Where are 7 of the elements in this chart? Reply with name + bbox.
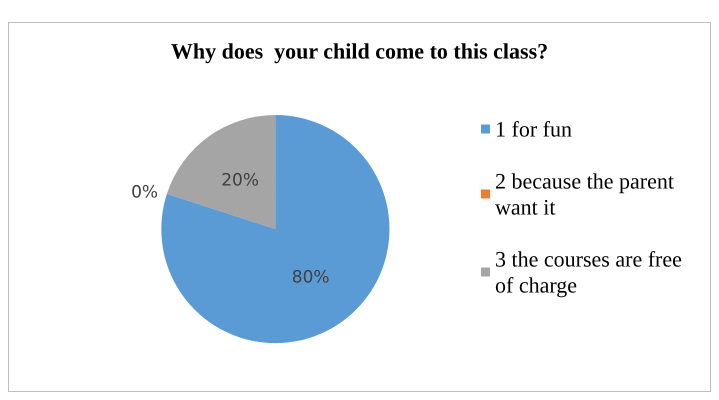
chart-title: Why does your child come to this class? bbox=[170, 38, 548, 64]
legend-label: 2 because the parent want it bbox=[495, 168, 680, 220]
text: 0% bbox=[131, 182, 158, 203]
data-label: 20% bbox=[221, 170, 259, 191]
legend-label: 3 the courses are free of charge bbox=[495, 246, 688, 298]
data-label: 80% bbox=[292, 268, 330, 288]
legend-label: 1 for fun bbox=[495, 116, 572, 142]
